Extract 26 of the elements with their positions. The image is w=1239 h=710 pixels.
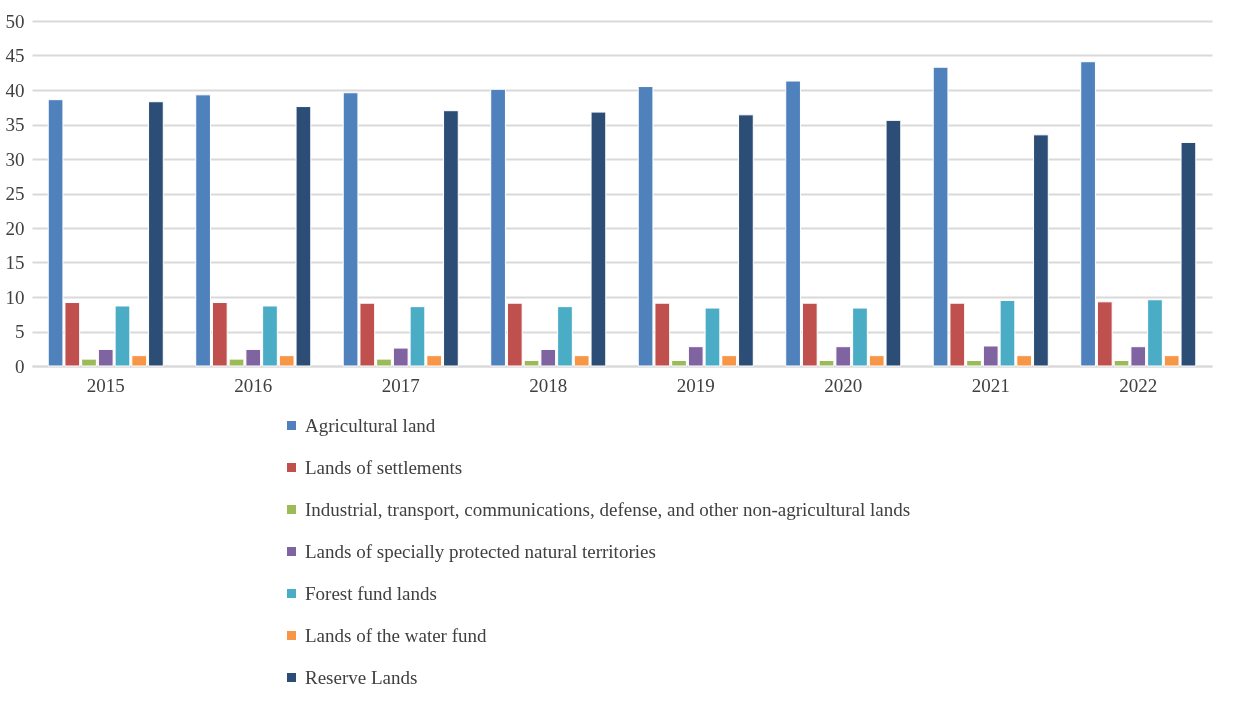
- y-tick-label: 10: [5, 286, 25, 308]
- legend-label: Lands of the water fund: [305, 624, 487, 646]
- x-tick-label: 2022: [1119, 374, 1158, 396]
- legend-label: Agricultural land: [305, 414, 436, 436]
- legend-label: Industrial, transport, communications, defense, and other non-agricultural lands: [305, 498, 911, 520]
- y-tick-label: 50: [5, 10, 25, 32]
- y-tick-label: 20: [5, 217, 25, 239]
- y-tick-label: 0: [15, 355, 25, 377]
- x-tick-label: 2018: [529, 374, 568, 396]
- y-tick-label: 15: [5, 252, 25, 273]
- legend-label: Forest fund lands: [305, 582, 437, 604]
- x-tick-label: 2015: [86, 374, 125, 396]
- legend-label: Lands of settlements: [305, 456, 463, 478]
- legend-label: Reserve Lands: [305, 666, 418, 688]
- y-tick-label: 35: [5, 114, 25, 135]
- legend-label: Lands of specially protected natural territories: [305, 540, 656, 562]
- y-tick-label: 25: [5, 183, 25, 204]
- y-tick-label: 30: [5, 148, 25, 170]
- y-tick-label: 5: [15, 321, 25, 342]
- y-tick-label: 40: [5, 79, 25, 101]
- x-tick-label: 2016: [234, 374, 273, 396]
- x-tick-label: 2021: [971, 374, 1010, 396]
- y-tick-label: 45: [5, 45, 25, 66]
- x-tick-label: 2017: [381, 374, 420, 396]
- x-tick-label: 2019: [676, 374, 715, 396]
- x-tick-label: 2020: [824, 374, 863, 396]
